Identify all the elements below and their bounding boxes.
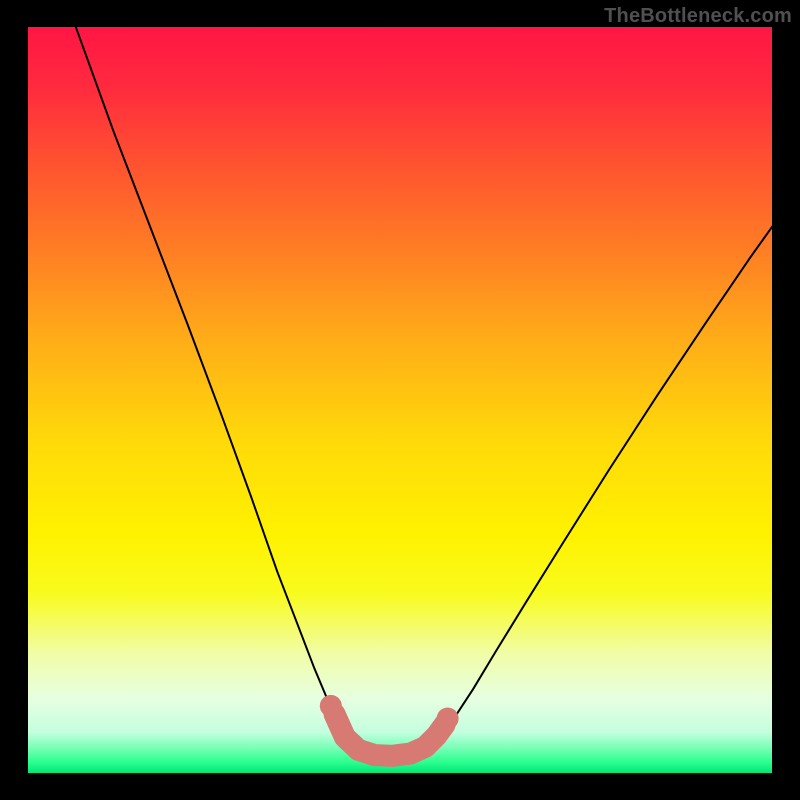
bottleneck-curve bbox=[70, 27, 772, 757]
chart-curves bbox=[28, 27, 772, 773]
plot-area bbox=[28, 27, 772, 773]
watermark-text: TheBottleneck.com bbox=[604, 5, 792, 28]
optimal-zone-marker bbox=[335, 714, 445, 756]
optimal-zone-endpoint-1 bbox=[437, 708, 459, 730]
optimal-zone-endpoint-0 bbox=[320, 695, 342, 717]
